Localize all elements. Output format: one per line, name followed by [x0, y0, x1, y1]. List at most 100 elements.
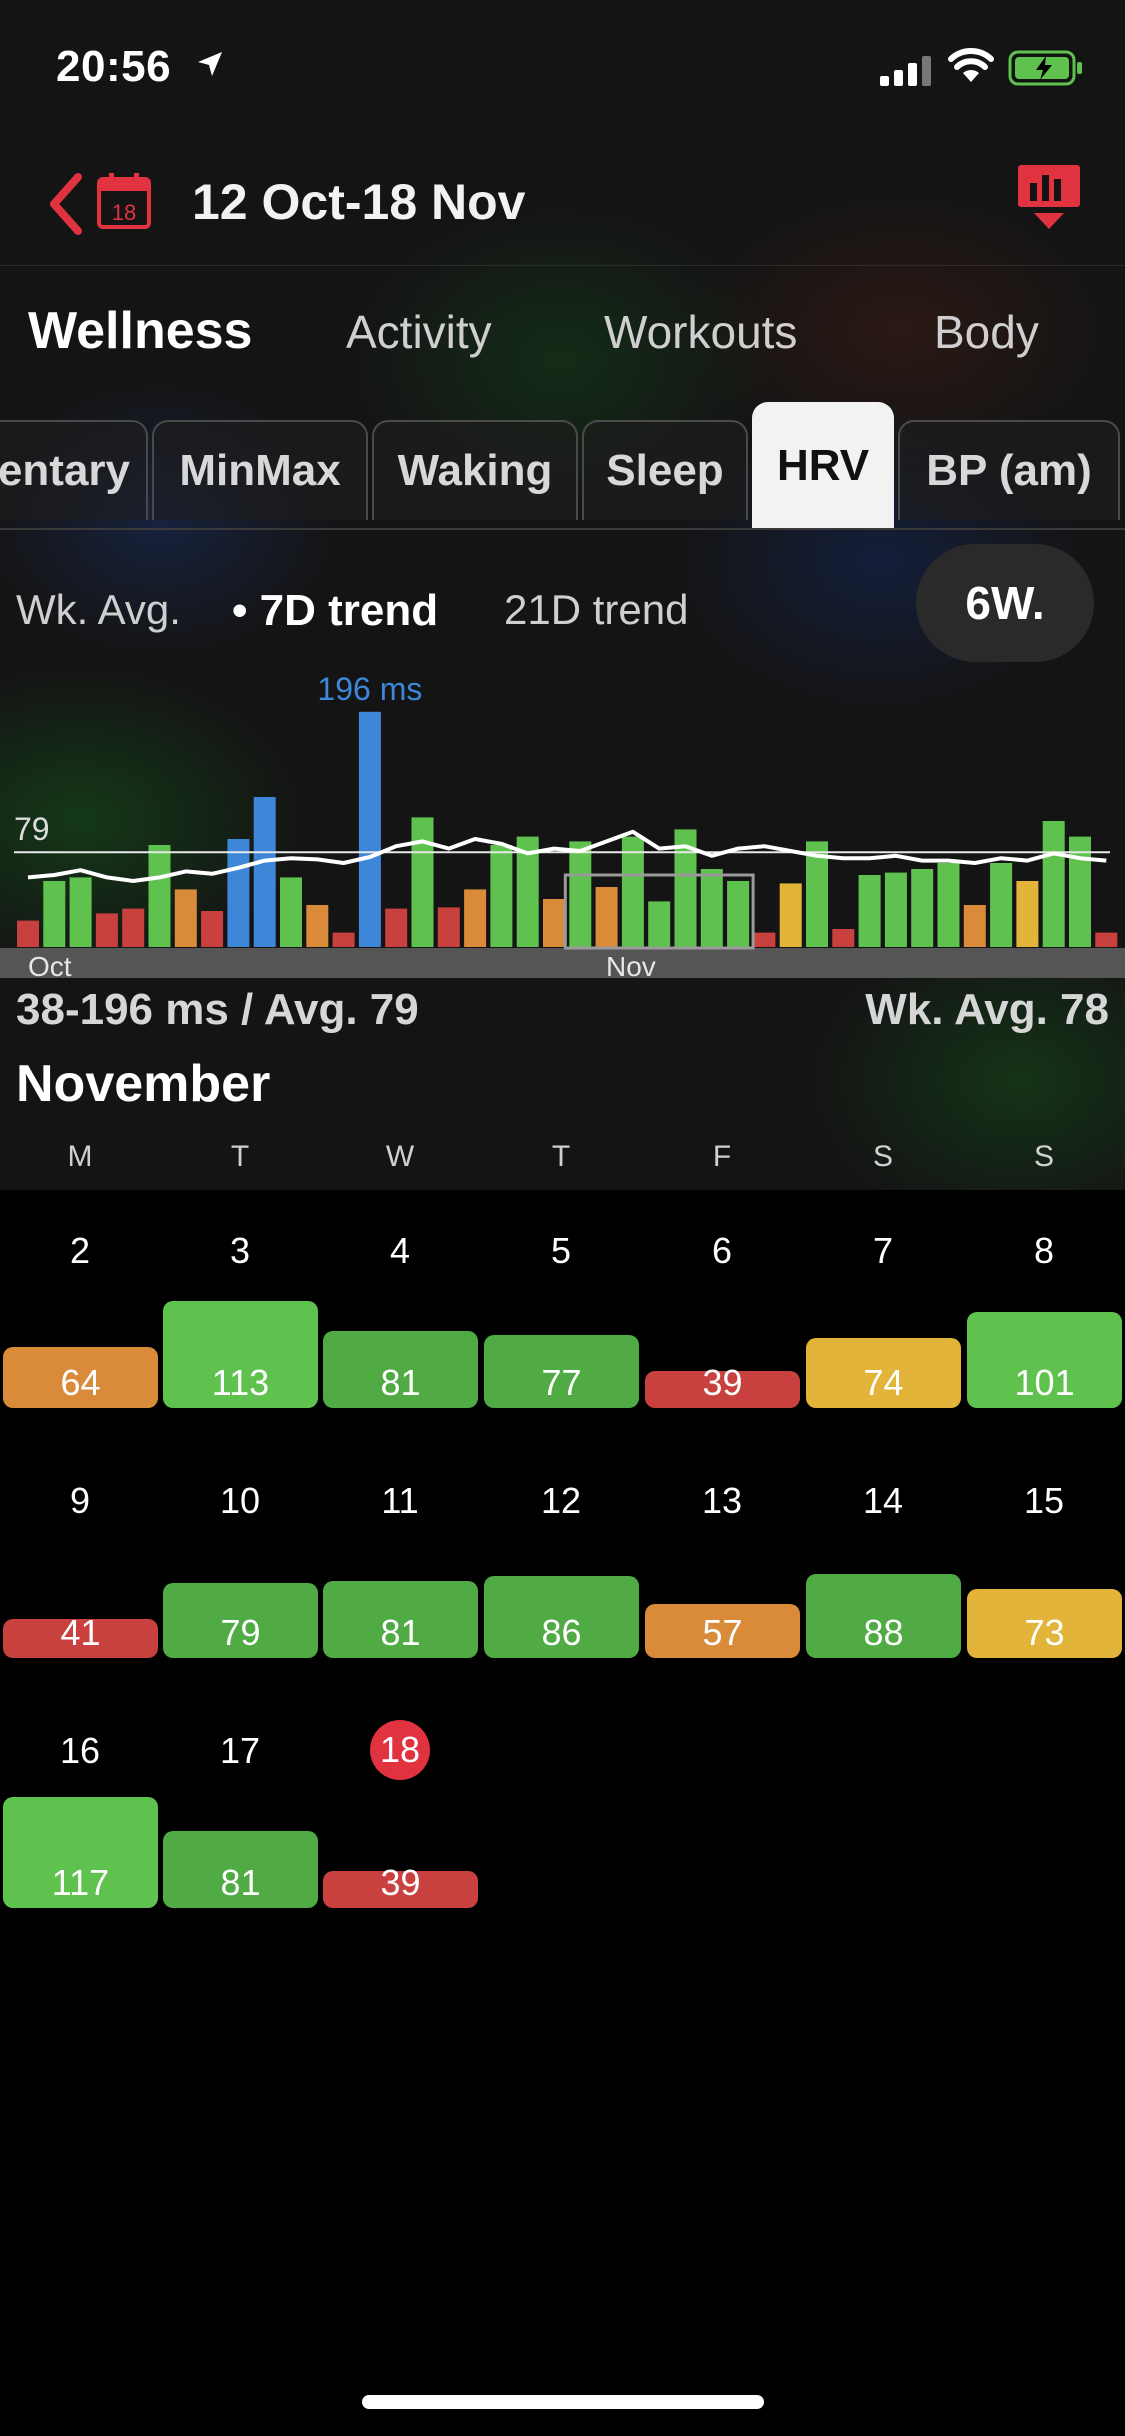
- hrv-bar: [621, 836, 644, 947]
- day-hrv-bar[interactable]: 88: [806, 1574, 961, 1658]
- tab-workouts[interactable]: Workouts: [604, 306, 798, 358]
- day-hrv-bar[interactable]: 101: [967, 1312, 1122, 1408]
- category-tabs: Wellness Activity Workouts Body: [0, 265, 1125, 395]
- day-number[interactable]: 12: [540, 1480, 582, 1521]
- status-time: 20:56: [56, 42, 172, 91]
- hrv-bar: [174, 889, 197, 947]
- hrv-bar: [858, 875, 881, 947]
- hrv-bar: [490, 845, 513, 947]
- day-hrv-bar[interactable]: 113: [163, 1300, 318, 1408]
- tab-bp-am[interactable]: BP (am): [898, 420, 1120, 520]
- day-number[interactable]: 9: [69, 1480, 91, 1521]
- day-hrv-bar[interactable]: 64: [3, 1347, 158, 1408]
- day-hrv-bar[interactable]: 79: [163, 1582, 318, 1658]
- hrv-bar: [148, 845, 171, 947]
- day-hrv-bar[interactable]: 39: [645, 1362, 800, 1408]
- tab-hrv[interactable]: HRV: [752, 402, 894, 528]
- day-number[interactable]: 5: [550, 1230, 572, 1271]
- option-21d-trend[interactable]: 21D trend: [504, 586, 689, 633]
- day-number[interactable]: 6: [711, 1230, 733, 1271]
- day-hrv-bar[interactable]: 81: [323, 1331, 478, 1408]
- day-hrv-bar[interactable]: 41: [3, 1612, 158, 1658]
- day-number[interactable]: 15: [1023, 1480, 1065, 1521]
- day-number[interactable]: 10: [219, 1480, 261, 1521]
- day-hrv-bar[interactable]: 86: [484, 1576, 639, 1658]
- hrv-bar: [911, 869, 934, 947]
- cellular-signal-icon: [880, 56, 931, 86]
- day-hrv-bar[interactable]: 39: [323, 1862, 478, 1908]
- tab-activity[interactable]: Activity: [346, 306, 492, 358]
- hrv-bar: [648, 901, 671, 947]
- weekday-header: W: [385, 1140, 415, 1173]
- weekday-header: M: [67, 1140, 93, 1173]
- hrv-bar: [806, 841, 828, 947]
- day-number[interactable]: 16: [59, 1730, 101, 1771]
- hrv-bar: [253, 797, 276, 947]
- hrv-bar: [464, 889, 487, 947]
- day-number[interactable]: 17: [219, 1730, 261, 1771]
- day-hrv-bar[interactable]: 81: [163, 1831, 318, 1908]
- trend-options: Wk. Avg. • 7D trend 21D trend 6W.: [0, 540, 1125, 670]
- tab-waking[interactable]: Waking: [372, 420, 578, 520]
- hrv-bar: [884, 872, 907, 947]
- battery-charging-icon: [1008, 50, 1082, 86]
- day-number[interactable]: 7: [872, 1230, 894, 1271]
- day-hrv-bar[interactable]: 77: [484, 1334, 639, 1408]
- day-number[interactable]: 2: [69, 1230, 91, 1271]
- home-indicator: [362, 2395, 764, 2409]
- hrv-bar: [332, 932, 355, 947]
- day-number[interactable]: 11: [381, 1480, 419, 1521]
- tab-sleep[interactable]: Sleep: [582, 420, 748, 520]
- day-number[interactable]: 14: [862, 1480, 904, 1521]
- option-wk-avg[interactable]: Wk. Avg.: [16, 586, 181, 633]
- average-label: 79: [14, 811, 50, 847]
- day-hrv-bar[interactable]: 74: [806, 1337, 961, 1408]
- hrv-bar: [674, 829, 697, 947]
- hrv-bar: [69, 877, 92, 947]
- hrv-bar: [280, 877, 302, 947]
- weekday-header: T: [230, 1140, 250, 1173]
- day-hrv-bar[interactable]: 73: [967, 1588, 1122, 1658]
- period-selector-button[interactable]: 6W.: [916, 544, 1094, 662]
- wifi-icon: [948, 48, 994, 82]
- selected-week-box: [563, 873, 755, 950]
- hrv-bar: [727, 881, 750, 947]
- day-hrv-bar[interactable]: 57: [645, 1603, 800, 1658]
- option-7d-trend[interactable]: • 7D trend: [232, 586, 439, 635]
- back-button[interactable]: 18: [44, 169, 154, 239]
- chart-download-icon: [1018, 165, 1080, 229]
- today-day-number[interactable]: 18: [370, 1720, 430, 1780]
- month-label: Oct: [28, 951, 72, 980]
- day-hrv-bar[interactable]: 117: [3, 1796, 158, 1908]
- week-average: Wk. Avg. 78: [865, 985, 1109, 1034]
- hrv-bar: [543, 899, 565, 947]
- tab-minmax[interactable]: MinMax: [152, 420, 368, 520]
- day-number[interactable]: 13: [701, 1480, 743, 1521]
- tab-body[interactable]: Body: [934, 306, 1039, 358]
- day-number[interactable]: 3: [229, 1230, 251, 1271]
- tab-sedentary[interactable]: entary: [0, 420, 148, 520]
- hrv-bar: [411, 817, 434, 947]
- chart-export-button[interactable]: [1014, 163, 1084, 233]
- hrv-bar: [95, 913, 118, 947]
- day-number[interactable]: 4: [389, 1230, 411, 1271]
- hrv-bar: [43, 881, 66, 947]
- hrv-bar: [1042, 821, 1065, 947]
- day-hrv-bar[interactable]: 81: [323, 1581, 478, 1658]
- hrv-bar: [779, 883, 802, 947]
- nav-bar: 18 12 Oct-18 Nov: [0, 135, 1125, 266]
- calendar-badge: 18: [112, 200, 136, 225]
- month-title: November: [16, 1055, 271, 1113]
- metric-tabs: entary MinMax Waking Sleep HRV BP (am): [0, 400, 1125, 530]
- weekday-header: S: [1033, 1140, 1054, 1173]
- date-range-title[interactable]: 12 Oct-18 Nov: [192, 174, 526, 230]
- weekday-header: S: [872, 1140, 893, 1173]
- day-number[interactable]: 8: [1033, 1230, 1055, 1271]
- hrv-bar: [569, 841, 592, 947]
- hrv-bar: [201, 911, 224, 947]
- weekday-header: T: [551, 1140, 571, 1173]
- hrv-chart[interactable]: 79 196 ms Oct Nov: [0, 660, 1125, 980]
- tab-wellness[interactable]: Wellness: [28, 302, 253, 360]
- hrv-bar: [832, 929, 855, 947]
- hrv-bar: [595, 887, 618, 947]
